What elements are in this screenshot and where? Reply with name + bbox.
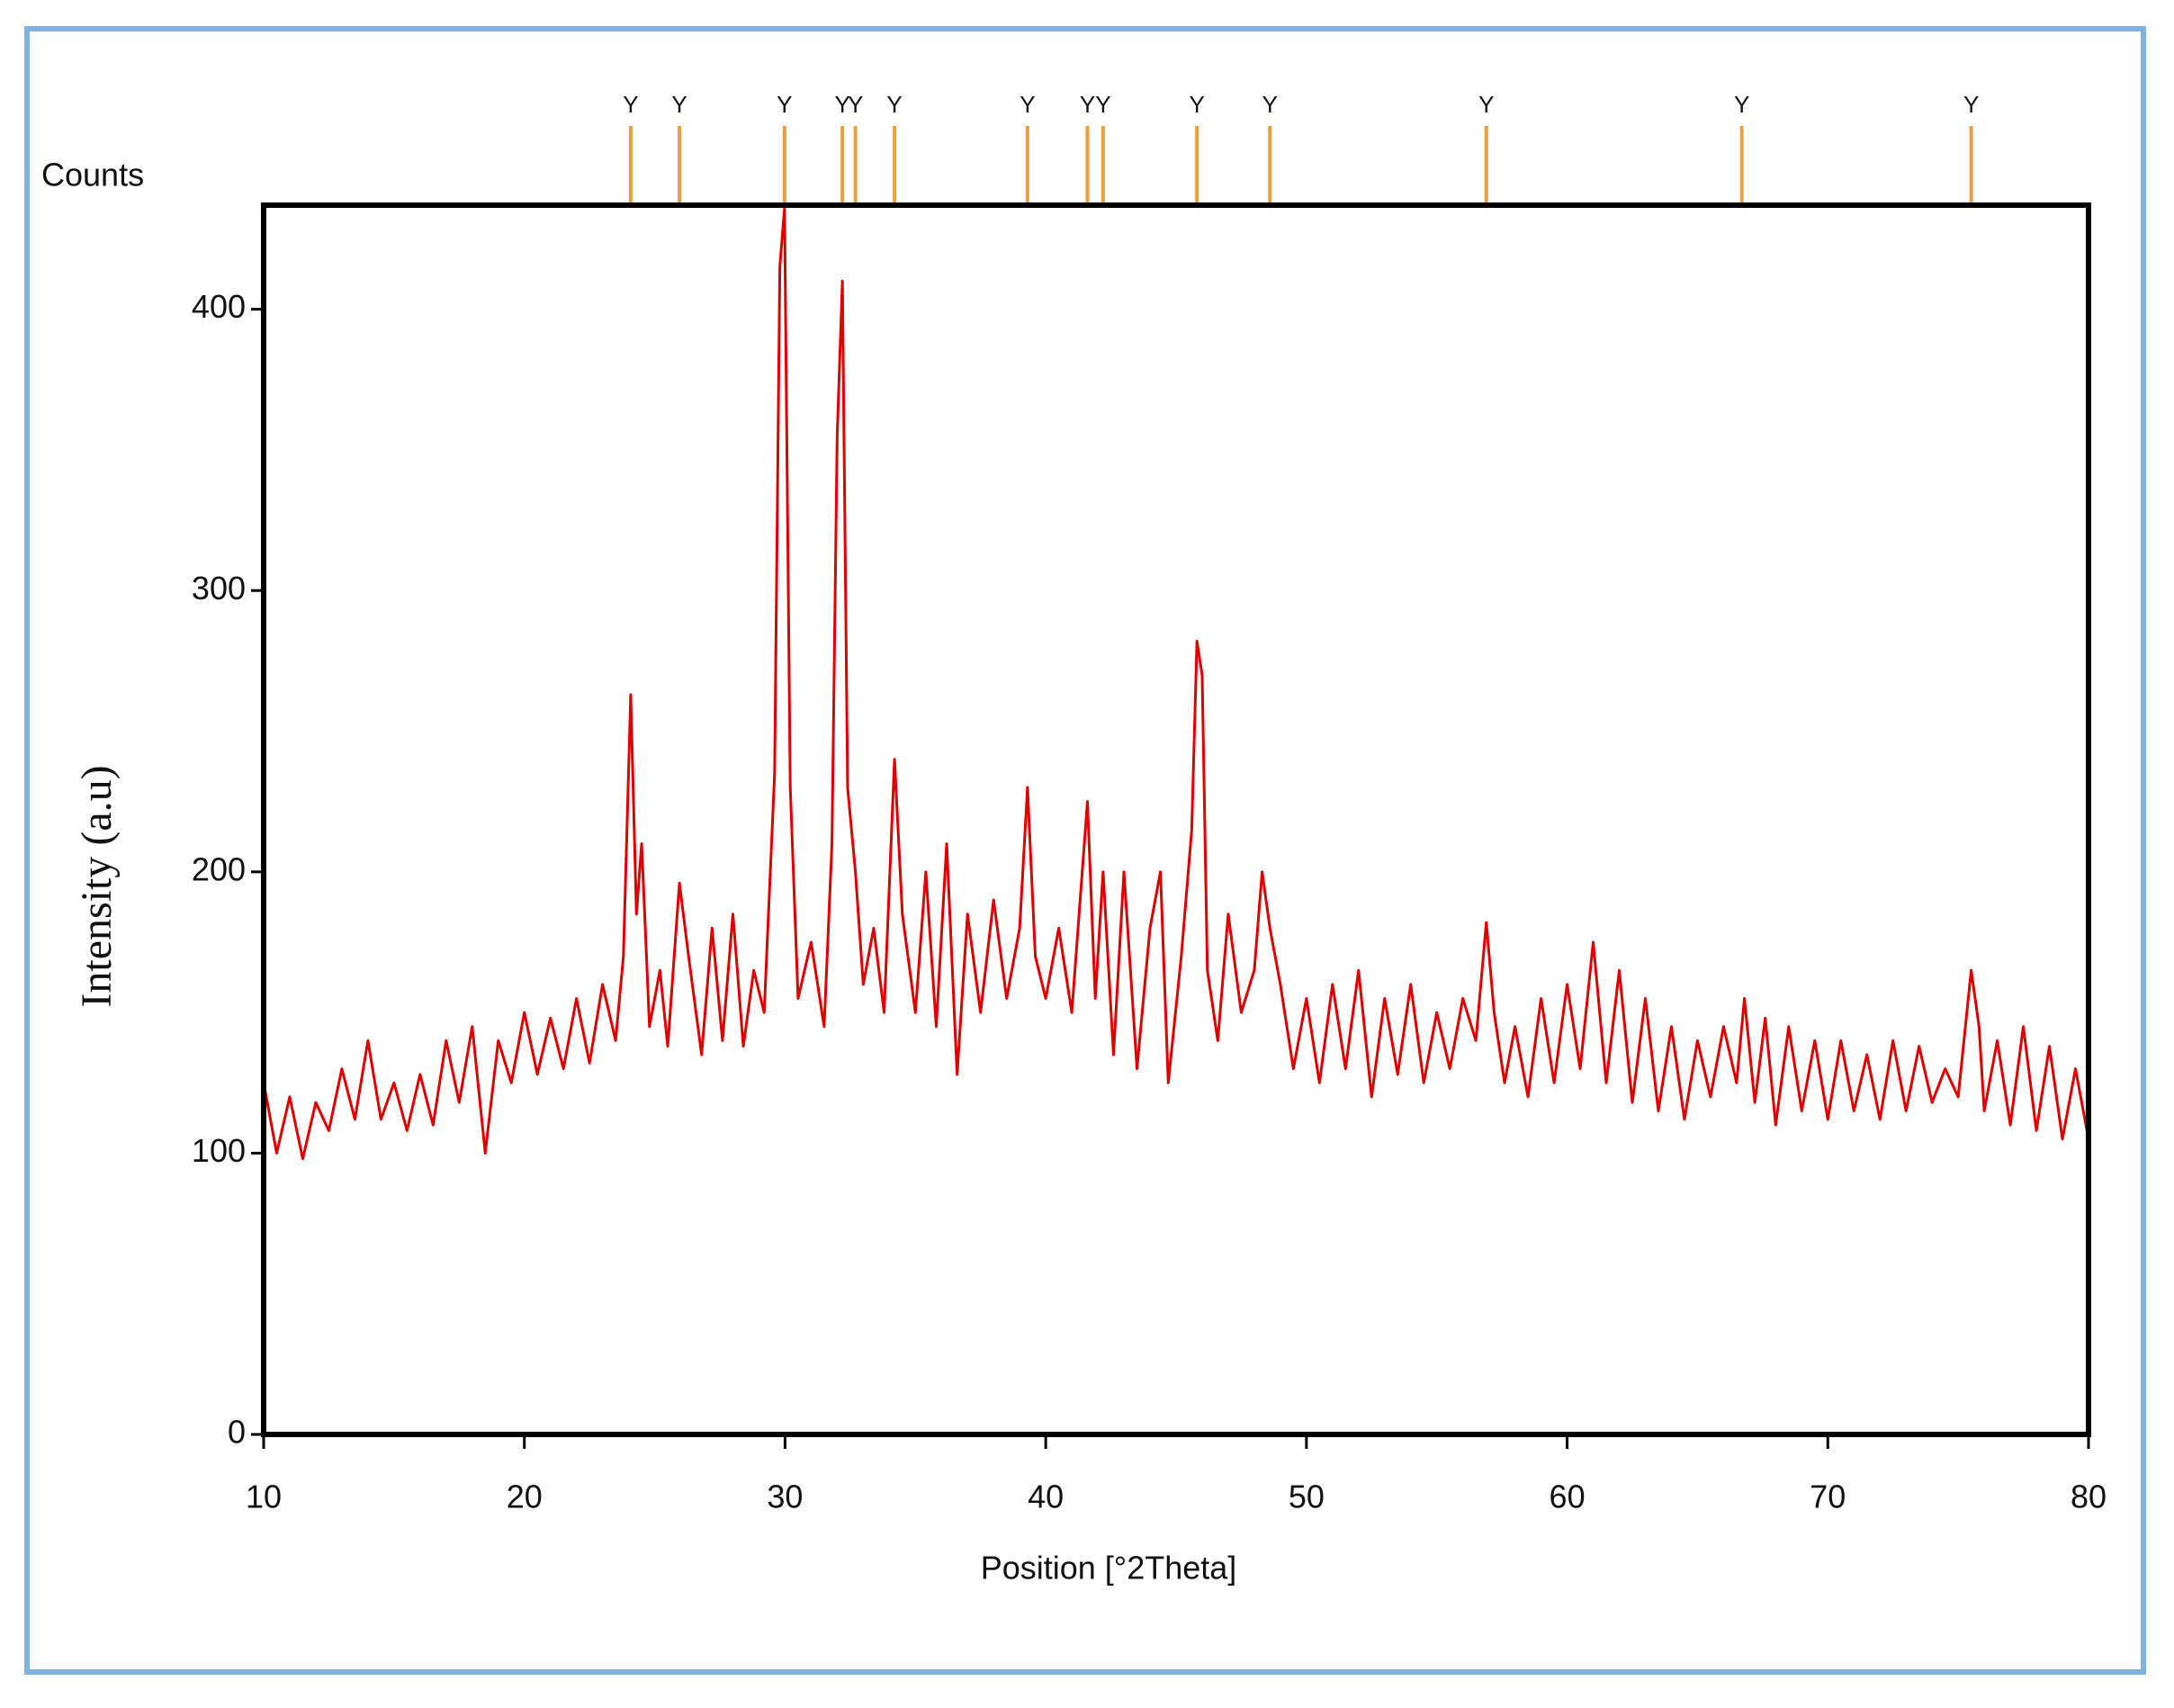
plot-border <box>261 202 2091 1437</box>
y-unit-label: Counts <box>41 157 144 193</box>
peak-marker-label: Y <box>834 91 849 118</box>
peak-marker-label: Y <box>623 91 638 118</box>
x-tick-label: 80 <box>2071 1479 2107 1515</box>
y-tick-label: 0 <box>228 1414 246 1451</box>
x-tick-label: 30 <box>767 1479 803 1515</box>
peak-marker-label: Y <box>1080 91 1095 118</box>
y-tick-label: 100 <box>192 1132 246 1169</box>
peak-marker-label: Y <box>1262 91 1278 118</box>
x-tick-label: 10 <box>246 1479 282 1515</box>
peak-marker-label: Y <box>1963 91 1979 118</box>
frame <box>24 26 2146 1675</box>
y-tick-label: 200 <box>192 850 246 887</box>
x-tick-label: 40 <box>1028 1479 1064 1515</box>
x-axis-title: Position [°2Theta] <box>981 1550 1237 1587</box>
peak-marker-label: Y <box>1478 91 1494 118</box>
peak-marker-label: Y <box>671 91 687 118</box>
y-axis-title: Intensity (a.u) <box>73 765 121 1007</box>
x-tick-label: 50 <box>1289 1479 1325 1515</box>
peak-marker-label: Y <box>1734 91 1749 118</box>
y-tick-label: 400 <box>192 288 246 325</box>
peak-marker-label: Y <box>886 91 902 118</box>
peak-marker-label: Y <box>1020 91 1035 118</box>
x-tick-label: 70 <box>1810 1479 1846 1515</box>
peak-marker-label: Y <box>1095 91 1110 118</box>
x-tick-label: 60 <box>1550 1479 1586 1515</box>
y-tick-label: 300 <box>192 570 246 607</box>
data-line <box>264 206 2089 1161</box>
peak-marker-label: Y <box>777 91 792 118</box>
peak-marker-label: Y <box>848 91 863 118</box>
x-tick-label: 20 <box>507 1479 543 1515</box>
peak-marker-label: Y <box>1190 91 1205 118</box>
